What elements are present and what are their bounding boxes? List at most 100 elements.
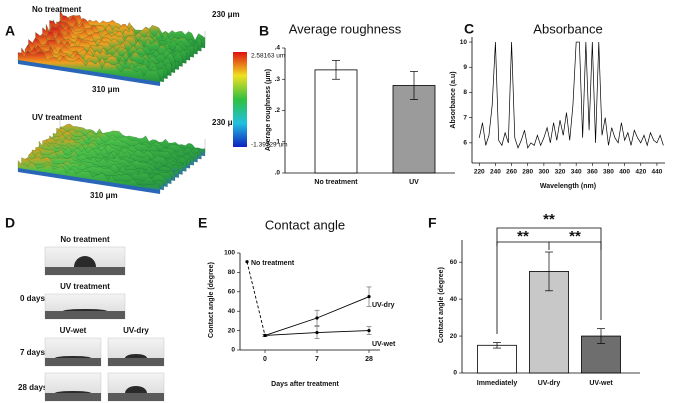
substrate [108, 358, 164, 366]
point [263, 333, 267, 338]
surface-label: No treatment [32, 5, 82, 14]
bracket [549, 241, 602, 250]
series-label: No treatment [251, 260, 295, 267]
y-tick-label: 20 [228, 327, 236, 334]
category-label: UV-dry [538, 380, 561, 387]
x-tick-label: 28 [365, 356, 373, 363]
y-tick-label: 7 [463, 114, 467, 121]
droplet [74, 256, 96, 267]
colorbar-min: -1.39729 um [251, 142, 288, 149]
x-tick-label: 420 [635, 169, 646, 176]
x-axis-label: Wavelength (nm) [540, 183, 596, 190]
series-label: UV-wet [372, 341, 396, 348]
day-label: 28 days [18, 383, 48, 392]
colorbar [233, 52, 247, 147]
day-label: 7 days [20, 348, 45, 357]
y-tick-label: 100 [224, 250, 235, 257]
bar [392, 85, 436, 174]
annotation: ** [543, 211, 555, 228]
line [246, 261, 266, 336]
chart-title: Contact angle [265, 217, 345, 232]
x-tick-label: 220 [474, 169, 485, 176]
y-tick-label: 9 [463, 64, 467, 71]
x-tick-label: 440 [651, 169, 662, 176]
x-axis-label: Days after treatment [271, 381, 339, 388]
panel-letter: A [5, 23, 15, 39]
x-tick-label: 300 [538, 169, 549, 176]
day-label: 0 days [20, 294, 45, 303]
annotation: ** [569, 228, 581, 245]
category-label: UV-wet [589, 380, 613, 387]
line [478, 41, 664, 149]
category-label: No treatment [314, 179, 358, 186]
x-tick-label: 240 [490, 169, 501, 176]
surface-front [18, 168, 160, 194]
panel-letter: C [464, 21, 474, 37]
y-tick-label: .2 [275, 107, 281, 114]
y-axis-label: Contact angle (degree) [208, 262, 215, 338]
colorbar-max: 2.58163 um [251, 53, 285, 60]
panel-letter: B [259, 23, 269, 39]
surface-length: 310 μm [90, 191, 118, 200]
bracket [496, 241, 550, 250]
panel-letter: D [5, 215, 15, 231]
x-tick-label: 360 [587, 169, 598, 176]
x-tick-label: 340 [571, 169, 582, 176]
point [367, 295, 371, 299]
x-tick-label: 260 [506, 169, 517, 176]
surface-width: 230 μm [212, 10, 240, 19]
droplet [125, 354, 147, 358]
surface-label: UV treatment [32, 113, 82, 122]
photo-label: UV treatment [60, 282, 110, 291]
category-label: UV [409, 179, 419, 186]
y-tick-label: 8 [463, 89, 467, 96]
bar [314, 69, 358, 174]
y-tick-label: .3 [275, 76, 281, 83]
y-tick-label: .0 [275, 170, 281, 177]
chart-title: Average roughness [289, 21, 402, 36]
droplet [55, 356, 91, 358]
surface-width: 230 μm [212, 118, 240, 127]
x-tick-label: 400 [619, 169, 630, 176]
bracket [496, 227, 602, 334]
substrate [45, 393, 101, 401]
panel-letter: E [198, 215, 207, 231]
y-tick-label: 20 [450, 333, 458, 340]
significance-brackets [496, 227, 602, 334]
y-tick-label: 80 [228, 269, 236, 276]
substrate [45, 311, 125, 319]
x-tick-label: 320 [555, 169, 566, 176]
surface-front [18, 60, 160, 86]
substrate [108, 393, 164, 401]
point [315, 316, 319, 320]
x-tick-label: 280 [522, 169, 533, 176]
y-tick-label: 6 [463, 140, 467, 147]
y-axis-label: Absorbance (a.u) [450, 71, 457, 128]
droplet [63, 309, 107, 311]
substrate [45, 267, 125, 275]
category-label: Immediately [477, 380, 518, 387]
point [367, 329, 371, 333]
y-tick-label: 40 [450, 296, 458, 303]
y-tick-label: 0 [231, 347, 235, 354]
y-tick-label: 0 [453, 370, 457, 377]
y-tick-label: 60 [228, 289, 236, 296]
chart-title: Absorbance [533, 21, 602, 36]
y-tick-label: .1 [275, 138, 281, 145]
bar [477, 344, 517, 374]
substrate [45, 358, 101, 366]
y-tick-label: 10 [460, 39, 468, 46]
photo-label: No treatment [60, 235, 110, 244]
y-axis-label: Average roughness (μm) [265, 69, 272, 151]
column-label: UV-dry [123, 326, 149, 335]
point [315, 330, 319, 335]
droplet [125, 386, 147, 393]
surface-length: 310 μm [92, 85, 120, 94]
y-tick-label: 60 [450, 259, 458, 266]
x-tick-label: 0 [263, 356, 267, 363]
y-axis-label: Contact angle (degree) [438, 267, 445, 343]
series-label: UV-dry [372, 302, 395, 309]
panel-letter: F [428, 215, 437, 231]
